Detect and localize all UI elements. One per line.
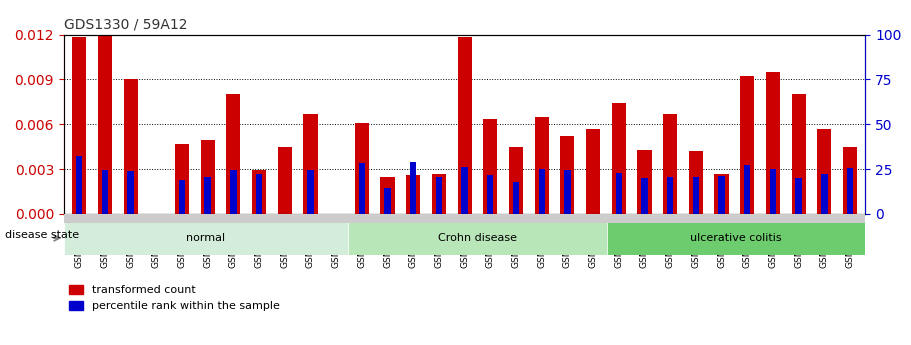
Bar xyxy=(354,123,369,214)
Bar xyxy=(76,156,82,214)
Bar xyxy=(303,114,318,214)
Bar xyxy=(847,168,854,214)
Bar xyxy=(817,129,832,214)
Bar xyxy=(102,170,108,214)
Text: Crohn disease: Crohn disease xyxy=(438,233,517,243)
Bar xyxy=(175,144,189,214)
Bar xyxy=(616,173,622,214)
Bar xyxy=(509,147,523,214)
Bar xyxy=(513,182,519,214)
Bar xyxy=(641,178,648,214)
Legend: transformed count, percentile rank within the sample: transformed count, percentile rank withi… xyxy=(69,285,280,312)
Bar xyxy=(307,170,313,214)
Bar xyxy=(792,94,805,214)
Bar xyxy=(487,175,494,214)
Bar xyxy=(744,165,751,214)
Bar xyxy=(278,147,292,214)
Bar xyxy=(359,163,365,214)
Bar xyxy=(560,136,575,214)
Bar xyxy=(740,76,754,214)
FancyBboxPatch shape xyxy=(607,221,865,255)
Bar xyxy=(564,170,570,214)
Bar xyxy=(72,37,87,214)
Bar xyxy=(719,176,725,214)
Text: GDS1330 / 59A12: GDS1330 / 59A12 xyxy=(64,18,188,32)
Bar xyxy=(821,174,827,214)
Bar xyxy=(410,162,416,214)
Bar xyxy=(667,177,673,214)
Bar xyxy=(226,93,241,214)
Text: ulcerative colitis: ulcerative colitis xyxy=(691,233,782,243)
Bar xyxy=(256,174,262,214)
Text: normal: normal xyxy=(187,233,226,243)
Bar xyxy=(435,177,442,214)
Bar xyxy=(200,140,215,214)
Bar xyxy=(204,177,210,214)
Bar xyxy=(462,167,467,214)
Bar xyxy=(770,169,776,214)
FancyBboxPatch shape xyxy=(64,214,865,223)
Bar xyxy=(843,147,857,214)
Bar xyxy=(663,114,677,214)
Bar xyxy=(432,174,446,214)
Bar xyxy=(689,151,703,214)
Bar xyxy=(406,175,420,214)
Bar xyxy=(381,177,394,214)
Bar xyxy=(483,119,497,214)
Bar xyxy=(714,174,729,214)
Bar xyxy=(611,103,626,214)
Bar xyxy=(638,150,651,214)
Text: disease state: disease state xyxy=(5,230,78,239)
Bar xyxy=(766,72,780,214)
FancyBboxPatch shape xyxy=(348,221,607,255)
Bar xyxy=(538,169,545,214)
Bar xyxy=(97,35,112,214)
Bar xyxy=(128,171,134,214)
FancyBboxPatch shape xyxy=(64,221,348,255)
Bar xyxy=(457,37,472,214)
Bar xyxy=(384,188,391,214)
Bar xyxy=(795,178,802,214)
Bar xyxy=(535,117,548,214)
Bar xyxy=(230,170,237,214)
Bar xyxy=(179,179,185,214)
Bar xyxy=(252,170,266,214)
Bar xyxy=(586,129,600,214)
Bar xyxy=(124,79,138,214)
Bar xyxy=(692,177,699,214)
